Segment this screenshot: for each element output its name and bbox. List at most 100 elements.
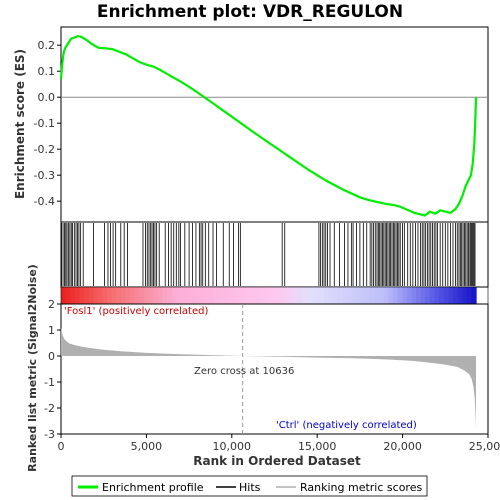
rank-color-segment [268, 287, 274, 304]
rank-color-segment [383, 287, 390, 304]
rank-color-segment [337, 287, 343, 304]
rank-color-segment [190, 287, 196, 304]
rank-color-segment [429, 287, 436, 304]
rank-color-segment [369, 287, 376, 304]
rank-color-segment [351, 287, 357, 304]
rank-color-segment [93, 287, 99, 304]
rank-color-segment [434, 287, 440, 304]
metric-y-tick-label: -1 [44, 376, 55, 389]
rank-color-segment [148, 287, 154, 304]
legend: Enrichment profile Hits Ranking metric s… [71, 475, 428, 497]
rank-color-segment [236, 287, 242, 304]
rank-color-segment [79, 287, 85, 304]
rank-color-segment [240, 287, 247, 304]
rank-color-segment [406, 287, 413, 304]
rank-color-segment [466, 287, 473, 304]
rank-color-segment [245, 287, 251, 304]
rank-color-segment [333, 287, 339, 304]
zero-cross-label: Zero cross at 10636 [194, 366, 294, 377]
rank-color-segment [213, 287, 219, 304]
rank-color-segment [61, 287, 67, 304]
rank-color-segment [217, 287, 224, 304]
rank-color-segment [319, 287, 325, 304]
rank-color-segment [74, 287, 81, 304]
rank-color-segment [282, 287, 288, 304]
rank-color-segment [208, 287, 214, 304]
negative-correlation-label: 'Ctrl' (negatively correlated) [276, 420, 417, 431]
rank-color-segment [162, 287, 168, 304]
x-tick-label: 15,000 [298, 440, 337, 453]
rank-color-segment [227, 287, 233, 304]
es-y-axis-label: Enrichment score (ES) [13, 49, 27, 199]
rank-color-segment [97, 287, 104, 304]
rank-color-segment [222, 287, 228, 304]
rank-color-segment [84, 287, 90, 304]
rank-color-segment [88, 287, 94, 304]
x-tick-label: 10,000 [213, 440, 252, 453]
rank-color-segment [439, 287, 445, 304]
rank-color-segment [167, 287, 173, 304]
rank-color-segment [452, 287, 459, 304]
rank-color-segment [144, 287, 150, 304]
rank-color-segment [286, 287, 293, 304]
rank-color-segment [416, 287, 422, 304]
metric-y-tick-label: 2 [48, 298, 55, 311]
es-y-tick-label: 0.0 [38, 91, 56, 104]
rank-color-bar [61, 287, 477, 304]
rank-color-segment [254, 287, 260, 304]
es-y-tick-label: 0.2 [38, 39, 56, 52]
rank-color-segment [425, 287, 431, 304]
metric-y-tick-label: 0 [48, 350, 55, 363]
rank-color-segment [153, 287, 159, 304]
rank-color-segment [130, 287, 136, 304]
rank-color-segment [310, 287, 316, 304]
rank-color-segment [185, 287, 191, 304]
rank-color-segment [457, 287, 463, 304]
rank-color-segment [305, 287, 311, 304]
metric-y-axis: 2 1 0 -1 -2 -3 [44, 298, 61, 441]
rank-color-segment [199, 287, 205, 304]
rank-color-segment [102, 287, 108, 304]
rank-color-segment [296, 287, 302, 304]
rank-color-segment [328, 287, 334, 304]
rank-color-segment [120, 287, 127, 304]
rank-color-segment [180, 287, 187, 304]
rank-color-segment [374, 287, 380, 304]
hits-panel-frame [60, 221, 489, 288]
rank-color-segment [134, 287, 140, 304]
rank-color-segment [462, 287, 468, 304]
rank-color-segment [157, 287, 164, 304]
metric-y-tick-label: -3 [44, 428, 55, 441]
rank-color-segment [323, 287, 330, 304]
rank-color-segment [448, 287, 454, 304]
rank-color-segment [203, 287, 210, 304]
rank-color-segment [231, 287, 237, 304]
rank-color-segment [397, 287, 403, 304]
x-tick-label: 5,000 [131, 440, 163, 453]
legend-hits-label: Hits [239, 481, 261, 494]
legend-frame [71, 475, 428, 497]
chart-title: Enrichment plot: VDR_REGULON [97, 2, 403, 22]
rank-color-segment [194, 287, 200, 304]
metric-panel-frame [60, 303, 489, 435]
rank-color-segment [65, 287, 71, 304]
x-axis-label: Rank in Ordered Dataset [193, 454, 361, 468]
rank-color-segment [259, 287, 265, 304]
rank-color-segment [356, 287, 362, 304]
rank-color-segment [291, 287, 297, 304]
metric-y-tick-label: 1 [48, 324, 55, 337]
rank-color-segment [277, 287, 283, 304]
rank-color-segment [471, 287, 477, 304]
es-y-tick-label: -0.1 [34, 117, 55, 130]
es-y-axis: 0.2 0.1 0.0 -0.1 -0.2 -0.3 -0.4 [34, 39, 61, 208]
rank-color-segment [402, 287, 408, 304]
es-y-tick-label: -0.3 [34, 169, 55, 182]
rank-color-segment [360, 287, 366, 304]
rank-color-segment [176, 287, 182, 304]
rank-color-segment [443, 287, 449, 304]
rank-color-segment [70, 287, 76, 304]
metric-y-tick-label: -2 [44, 402, 55, 415]
rank-color-segment [342, 287, 348, 304]
es-y-tick-label: 0.1 [38, 65, 56, 78]
